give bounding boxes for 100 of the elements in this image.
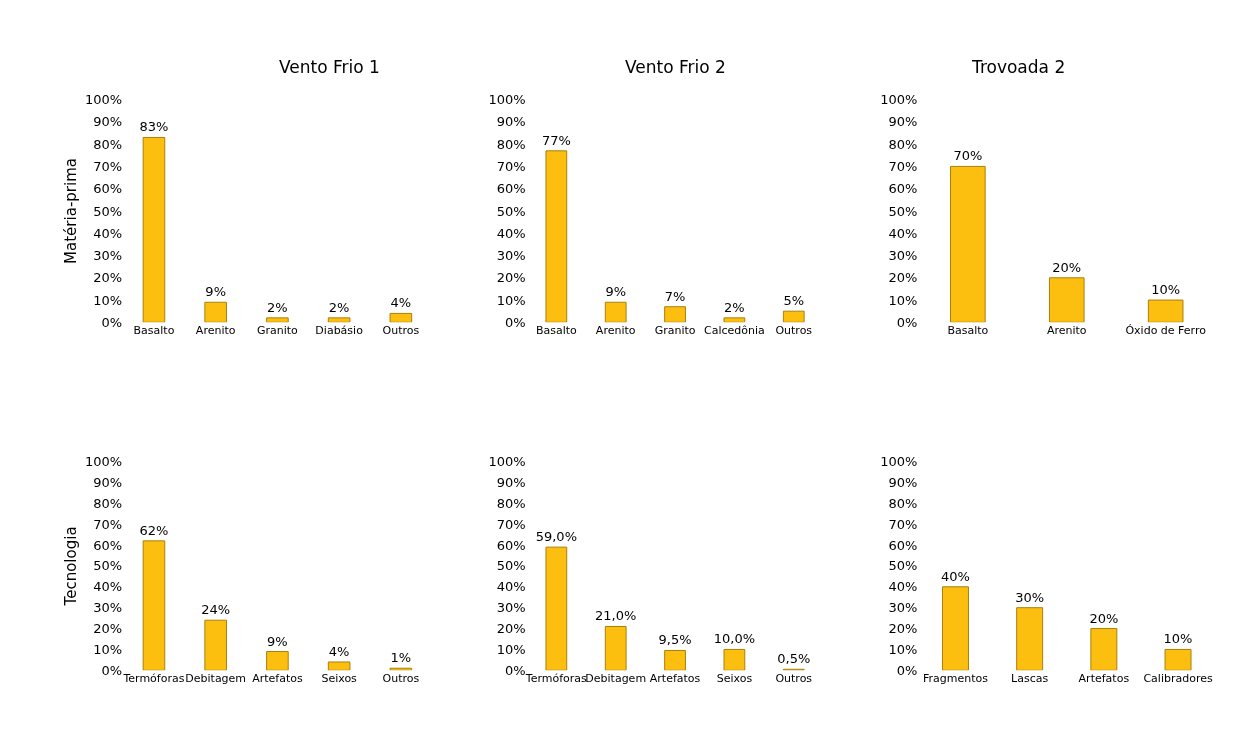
x-tick-label: Artefatos — [1078, 672, 1130, 686]
bar — [142, 540, 166, 671]
bar — [266, 651, 289, 671]
data-label: 62% — [139, 522, 169, 538]
x-tick-label: Debitagem — [585, 672, 647, 686]
bar — [1016, 607, 1044, 671]
bar — [664, 649, 686, 671]
bar — [327, 661, 351, 671]
data-label: 59,0% — [535, 529, 577, 545]
y-tick-label: 50% — [93, 558, 123, 574]
bar — [950, 165, 986, 323]
x-tick-label: Basalto — [947, 324, 989, 338]
y-tick-label: 20% — [888, 270, 918, 286]
y-tick-label: 10% — [496, 641, 526, 657]
x-tick-label: Óxido de Ferro — [1125, 324, 1207, 338]
bar — [604, 301, 627, 323]
y-tick-label: 60% — [496, 537, 526, 553]
y-tick-label: 30% — [888, 600, 918, 616]
y-tick-label: 90% — [496, 114, 526, 130]
y-tick-label: 30% — [496, 600, 526, 616]
y-tick-label: 40% — [888, 225, 918, 241]
y-tick-label: 10% — [888, 641, 918, 657]
y-tick-label: 60% — [496, 181, 526, 197]
x-tick-label: Debitagem — [185, 672, 247, 686]
chart-title: Vento Frio 1 — [279, 57, 380, 77]
data-label: 20% — [1089, 610, 1119, 626]
x-tick-label: Outros — [775, 672, 813, 686]
y-tick-label: 90% — [888, 474, 918, 490]
bar — [782, 310, 805, 323]
x-tick-label: Termóforas — [122, 672, 185, 686]
bar — [204, 619, 227, 671]
bar — [545, 546, 568, 671]
data-label: 10,0% — [713, 631, 756, 647]
y-tick-label: 90% — [496, 474, 526, 490]
y-tick-label: 0% — [505, 314, 526, 330]
data-label: 21,0% — [595, 608, 637, 624]
data-label: 9,5% — [658, 632, 692, 648]
data-label: 20% — [1052, 259, 1082, 275]
x-tick-label: Diabásio — [315, 324, 364, 338]
data-label: 30% — [1015, 589, 1045, 605]
data-label: 4% — [390, 295, 412, 311]
data-label: 83% — [139, 119, 169, 135]
y-tick-label: 60% — [888, 537, 918, 553]
y-tick-label: 70% — [93, 516, 123, 532]
bar — [1090, 628, 1118, 671]
x-tick-label: Outros — [382, 324, 420, 338]
x-tick-label: Seixos — [321, 672, 358, 686]
chart-title: Trovoada 2 — [971, 57, 1066, 77]
y-tick-label: 60% — [888, 181, 918, 197]
data-label: 4% — [328, 643, 350, 659]
y-tick-label: 100% — [488, 454, 526, 470]
x-tick-label: Calibradores — [1143, 672, 1213, 686]
y-tick-label: 80% — [496, 136, 526, 152]
x-tick-label: Basalto — [535, 324, 578, 338]
bar — [1164, 648, 1192, 671]
y-tick-label: 20% — [888, 621, 918, 637]
data-label: 70% — [953, 148, 983, 164]
y-tick-label: 60% — [93, 181, 123, 197]
y-tick-label: 50% — [888, 203, 918, 219]
bar — [545, 150, 568, 323]
chart-title: Vento Frio 2 — [625, 57, 726, 77]
data-label: 10% — [1163, 631, 1193, 647]
data-label: 2% — [267, 299, 288, 315]
bar — [723, 317, 746, 323]
bar — [941, 586, 969, 671]
y-tick-label: 10% — [93, 641, 123, 657]
data-label: 5% — [783, 293, 805, 309]
y-tick-label: 50% — [888, 558, 918, 574]
data-label: 24% — [201, 602, 231, 618]
y-tick-label: 20% — [496, 270, 526, 286]
data-label: 2% — [328, 299, 350, 315]
y-tick-label: 20% — [496, 621, 526, 637]
y-tick-label: 10% — [496, 292, 526, 308]
data-label: 7% — [664, 288, 686, 304]
y-tick-label: 30% — [496, 248, 526, 264]
x-tick-label: Granito — [256, 324, 299, 338]
data-label: 2% — [724, 299, 745, 315]
data-label: 77% — [541, 132, 571, 148]
y-tick-label: 20% — [93, 270, 123, 286]
x-tick-label: Basalto — [133, 324, 175, 338]
x-tick-label: Artefatos — [252, 672, 303, 686]
bar — [1048, 277, 1085, 323]
x-tick-label: Artefatos — [649, 672, 701, 686]
y-tick-label: 80% — [496, 495, 526, 511]
bar — [389, 312, 413, 323]
bar — [142, 136, 166, 323]
x-tick-label: Arenito — [1046, 324, 1087, 338]
data-label: 0,5% — [777, 651, 811, 667]
bar — [723, 648, 746, 671]
y-tick-label: 50% — [496, 558, 526, 574]
y-tick-label: 50% — [496, 203, 526, 219]
bar — [664, 306, 686, 323]
y-tick-label: 40% — [93, 225, 123, 241]
x-tick-label: Fragmentos — [922, 672, 989, 686]
x-tick-label: Calcedônia — [704, 324, 765, 338]
bar — [327, 317, 351, 323]
x-tick-label: Seixos — [716, 672, 753, 686]
y-tick-label: 70% — [93, 158, 123, 174]
y-tick-label: 80% — [93, 495, 123, 511]
data-label: 9% — [205, 284, 226, 300]
